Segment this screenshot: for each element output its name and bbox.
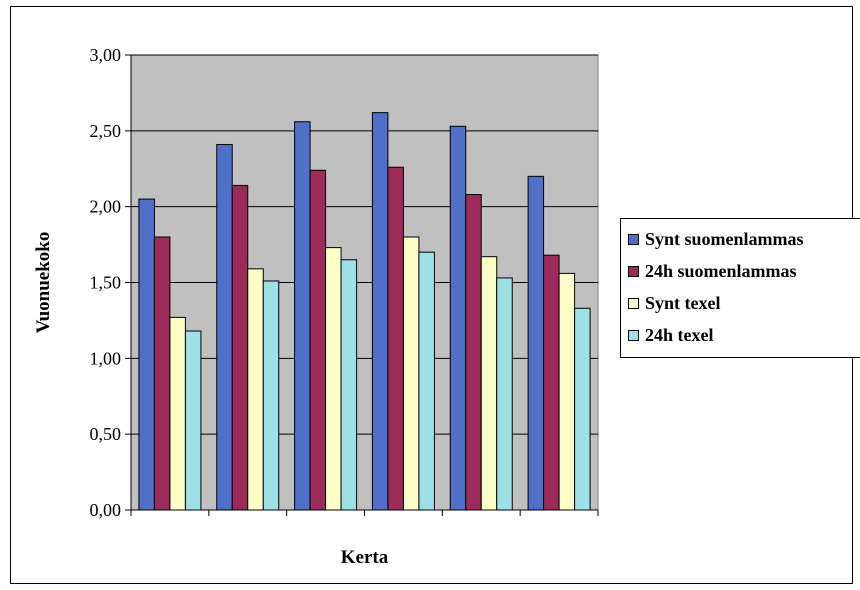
legend: Synt suomenlammas 24h suomenlammas Synt … <box>620 218 860 358</box>
bar <box>217 144 233 510</box>
bar <box>466 195 482 510</box>
bar <box>403 237 419 510</box>
bar <box>544 255 560 510</box>
legend-swatch-series-4 <box>628 330 639 341</box>
bar <box>450 126 466 510</box>
y-tick-label: 0,00 <box>90 500 122 520</box>
y-tick-label: 3,00 <box>90 45 122 65</box>
legend-item: 24h texel <box>628 323 713 347</box>
bar <box>388 167 404 510</box>
legend-label: Synt suomenlammas <box>645 229 804 250</box>
bar <box>185 331 201 510</box>
chart-frame: 0,00 0,50 1,00 1,50 2,00 2,50 3,00 Kerta Vuonuek… <box>10 6 853 584</box>
legend-label: Synt texel <box>645 293 721 314</box>
legend-swatch-series-2 <box>628 266 639 277</box>
bar <box>372 113 388 510</box>
bar <box>154 237 170 510</box>
y-axis-title: Vuonuekoko <box>33 232 54 334</box>
legend-label: 24h suomenlammas <box>645 261 797 282</box>
x-axis-title: Kerta <box>341 547 389 568</box>
bar <box>575 308 591 510</box>
bar <box>295 122 311 510</box>
legend-swatch-series-1 <box>628 234 639 245</box>
bar <box>310 170 326 510</box>
bar <box>139 199 155 510</box>
bar <box>559 273 575 510</box>
bar <box>481 257 497 510</box>
y-tick-label: 1,00 <box>90 348 122 368</box>
bar <box>248 269 264 510</box>
bar <box>341 260 357 510</box>
bar <box>170 317 186 510</box>
y-tick-label: 2,00 <box>90 197 122 217</box>
legend-label: 24h texel <box>645 325 713 346</box>
bar <box>528 176 544 510</box>
bar <box>497 278 513 510</box>
y-tick-label: 2,50 <box>90 121 122 141</box>
bar <box>263 281 279 510</box>
bar <box>419 252 435 510</box>
legend-item: Synt suomenlammas <box>628 227 804 251</box>
legend-item: 24h suomenlammas <box>628 259 797 283</box>
legend-swatch-series-3 <box>628 298 639 309</box>
y-tick-label: 0,50 <box>90 424 122 444</box>
y-tick-label: 1,50 <box>90 273 122 293</box>
bar <box>326 248 342 510</box>
legend-item: Synt texel <box>628 291 721 315</box>
bar <box>232 185 248 510</box>
